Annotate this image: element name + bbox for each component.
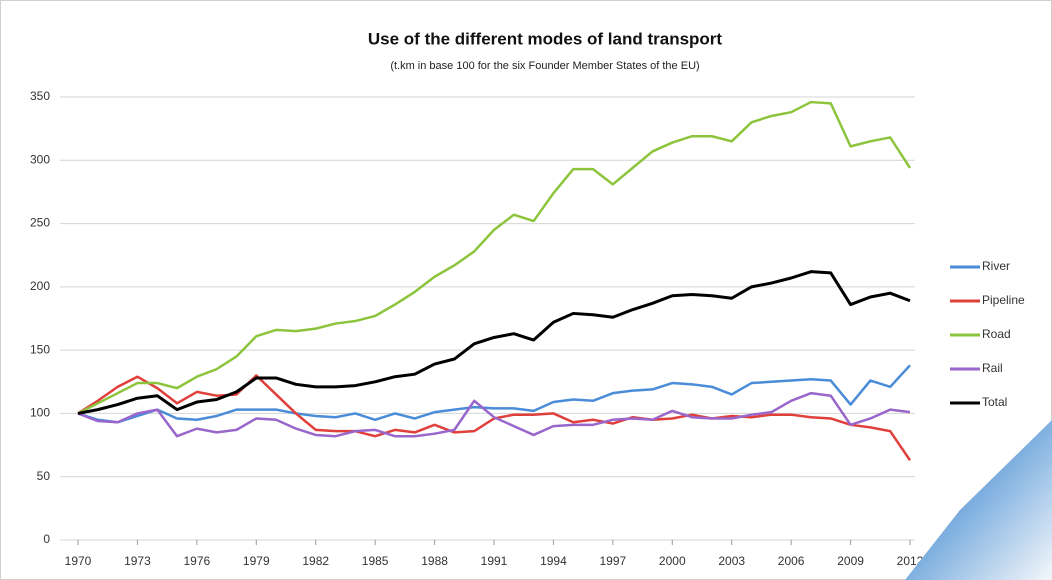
y-tick-label: 50 <box>37 469 51 483</box>
y-tick-label: 100 <box>30 406 50 420</box>
x-tick-label: 2003 <box>718 554 745 568</box>
x-tick-label: 1991 <box>481 554 508 568</box>
x-tick-label: 1997 <box>600 554 627 568</box>
y-tick-label: 0 <box>43 532 50 546</box>
x-tick-label: 1988 <box>421 554 448 568</box>
x-tick-label: 1985 <box>362 554 389 568</box>
x-tick-label: 1970 <box>65 554 92 568</box>
legend-label: Rail <box>982 361 1003 375</box>
x-tick-label: 1973 <box>124 554 151 568</box>
x-tick-label: 1976 <box>184 554 211 568</box>
x-tick-label: 1979 <box>243 554 270 568</box>
page: {"chart_data": {"type": "line", "title":… <box>0 0 1052 580</box>
legend-label: Pipeline <box>982 293 1025 307</box>
x-tick-label: 1994 <box>540 554 567 568</box>
legend-label: River <box>982 259 1010 273</box>
x-tick-label: 2000 <box>659 554 686 568</box>
y-tick-label: 300 <box>30 152 50 166</box>
chart-subtitle: (t.km in base 100 for the six Founder Me… <box>390 60 699 72</box>
legend-label: Total <box>982 395 1007 409</box>
x-tick-label: 2009 <box>837 554 864 568</box>
y-tick-label: 350 <box>30 89 50 103</box>
y-tick-label: 250 <box>30 216 50 230</box>
frame <box>1 1 1052 580</box>
legend-label: Road <box>982 327 1011 341</box>
x-tick-label: 1982 <box>302 554 329 568</box>
chart: Use of the different modes of land trans… <box>0 0 1052 580</box>
y-tick-label: 200 <box>30 279 50 293</box>
y-tick-label: 150 <box>30 342 50 356</box>
x-tick-label: 2006 <box>778 554 805 568</box>
chart-title: Use of the different modes of land trans… <box>368 29 723 48</box>
